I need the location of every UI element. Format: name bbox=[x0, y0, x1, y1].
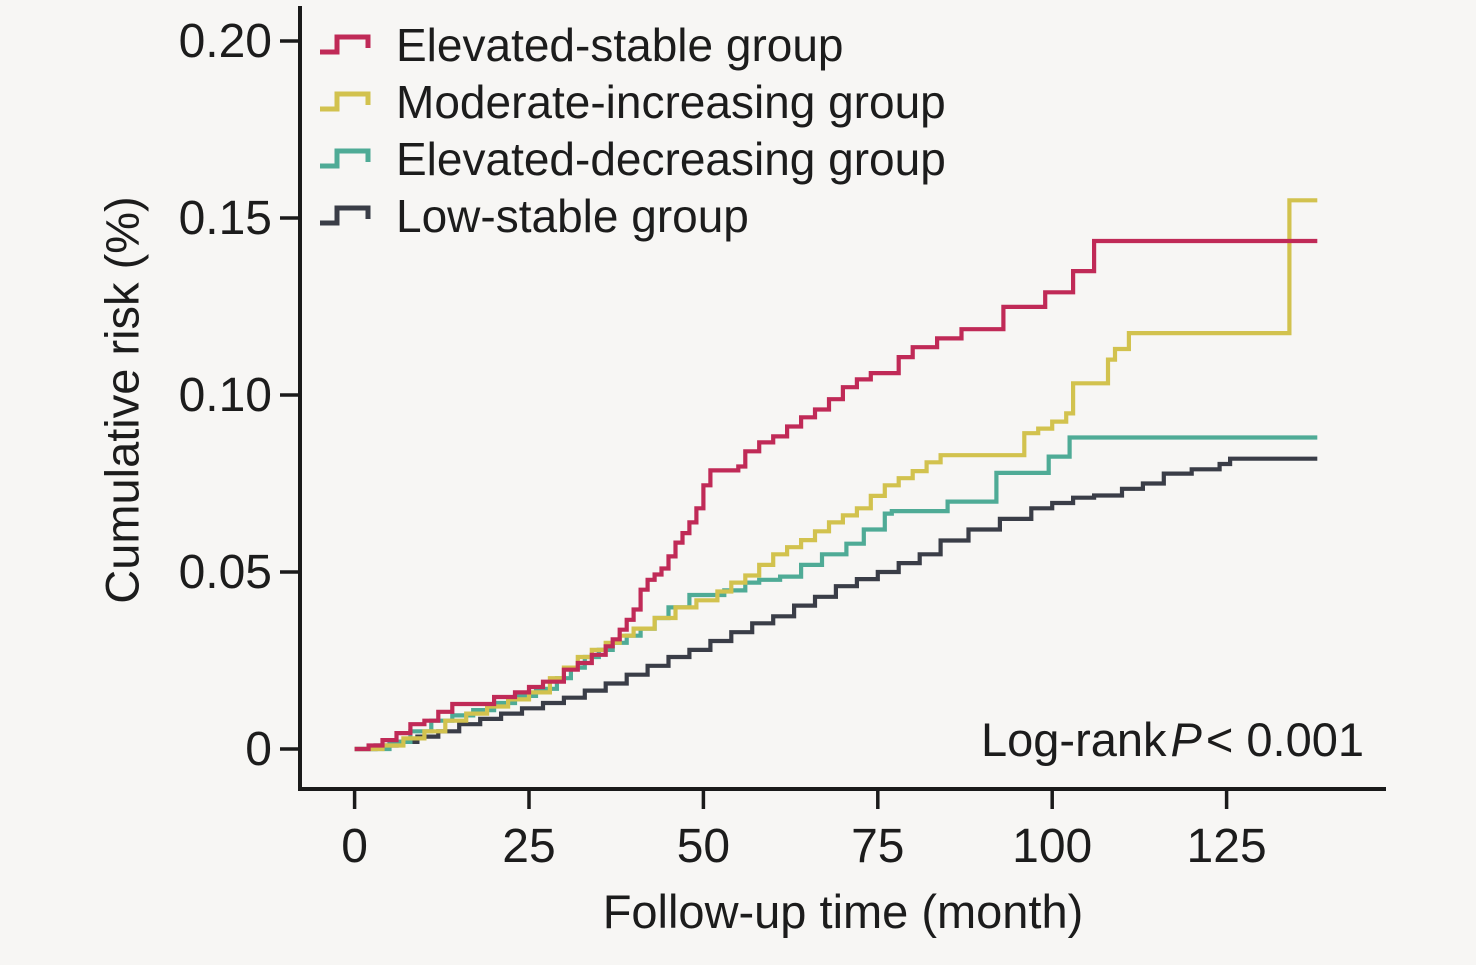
logrank-prefix: Log-rank bbox=[981, 713, 1167, 766]
logrank-annotation: Log-rankP< 0.001 bbox=[981, 712, 1364, 767]
step-line-icon bbox=[320, 91, 371, 111]
x-tick-label: 125 bbox=[1187, 820, 1267, 873]
x-tick-label: 25 bbox=[502, 820, 555, 873]
y-tick-label: 0.20 bbox=[179, 15, 272, 68]
legend-label: Elevated-decreasing group bbox=[396, 132, 946, 185]
step-line-glyph bbox=[320, 148, 371, 168]
step-line-glyph bbox=[320, 205, 371, 225]
y-tick-label: 0 bbox=[245, 723, 272, 776]
legend-label: Moderate-increasing group bbox=[396, 75, 946, 128]
x-tick-label: 0 bbox=[341, 820, 368, 873]
x-tick-label: 100 bbox=[1012, 820, 1092, 873]
survival-curve bbox=[354, 198, 1318, 752]
y-axis-title: Cumulative risk (%) bbox=[95, 196, 149, 604]
legend: Elevated-stable group Moderate-increasing… bbox=[318, 16, 946, 244]
legend-item: Elevated-decreasing group bbox=[318, 130, 946, 187]
legend-label: Elevated-stable group bbox=[396, 18, 844, 71]
legend-item: Moderate-increasing group bbox=[318, 73, 946, 130]
step-line-icon bbox=[320, 34, 371, 54]
y-tick-label: 0.15 bbox=[179, 192, 272, 245]
legend-label: Low-stable group bbox=[396, 189, 749, 242]
legend-item: Low-stable group bbox=[318, 187, 946, 244]
y-tick-label: 0.05 bbox=[179, 546, 272, 599]
step-line-icon bbox=[320, 148, 371, 168]
x-tick-label: 50 bbox=[677, 820, 730, 873]
step-line-glyph bbox=[320, 91, 371, 111]
x-tick-label: 75 bbox=[851, 820, 904, 873]
legend-item: Elevated-stable group bbox=[318, 16, 946, 73]
y-tick-label: 0.10 bbox=[179, 369, 272, 422]
step-line-glyph bbox=[320, 34, 371, 54]
x-axis-title: Follow-up time (month) bbox=[602, 885, 1084, 938]
survival-curve bbox=[354, 238, 1318, 752]
survival-curve bbox=[354, 456, 1318, 752]
p-symbol: P bbox=[1170, 713, 1202, 766]
logrank-value: < 0.001 bbox=[1205, 713, 1364, 766]
step-line-icon bbox=[320, 205, 371, 225]
